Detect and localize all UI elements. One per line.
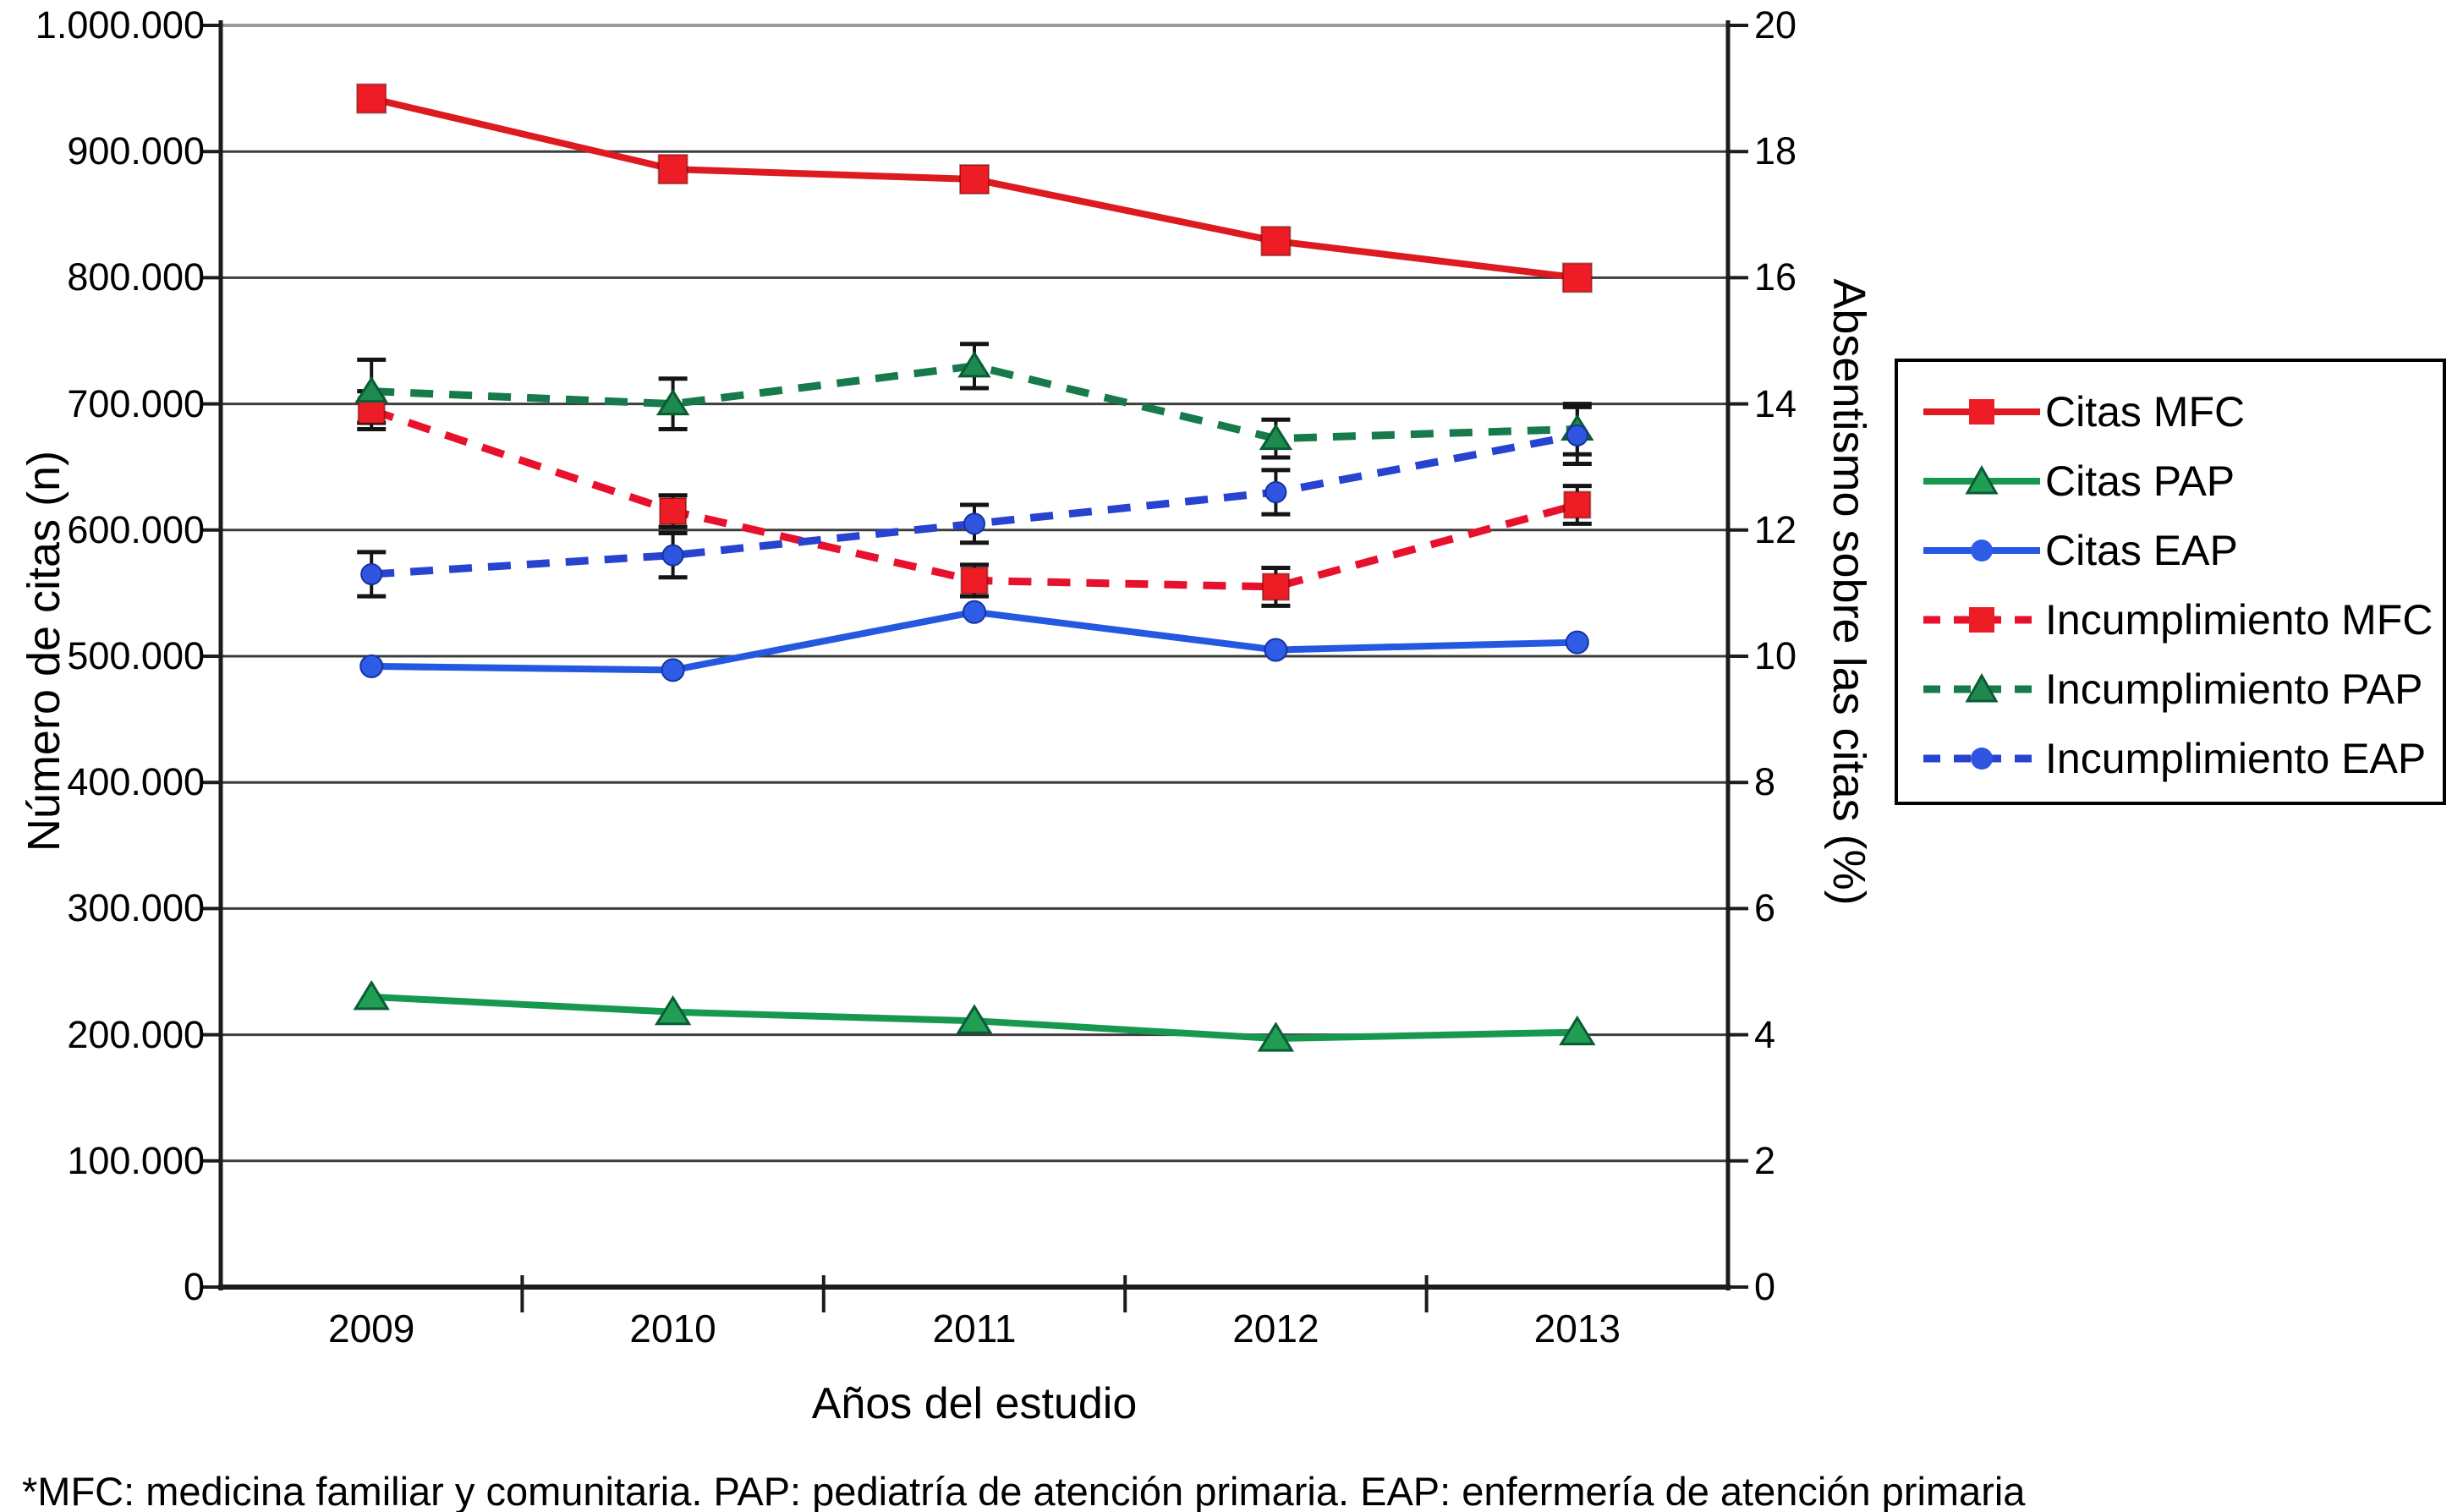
marker-square-citas-mfc [1561,262,1593,293]
left-tick-label: 400.000 [67,760,205,804]
x-tick-label: 2010 [629,1307,716,1350]
legend-label: Citas EAP [2045,527,2238,574]
x-tick-label: 2011 [932,1307,1017,1350]
marker-triangle-incumplimiento-pap [354,375,388,403]
marker-circle-incumplimiento-eap [661,544,684,567]
legend-label: Incumplimiento PAP [2045,666,2423,713]
marker-triangle-incumplimiento-pap [656,388,690,416]
legend: Citas MFC Citas PAP Citas EAP Incumplimient… [1895,359,2446,805]
x-axis-title: Años del estudio [811,1379,1138,1428]
legend-label: Citas PAP [2045,457,2235,505]
marker-triangle-incumplimiento-pap [1259,423,1293,451]
right-axis-title: Absentismo sobre las citas (%) [1824,278,1874,906]
legend-item: Citas EAP [1918,516,2443,585]
x-tick-label: 2013 [1533,1307,1621,1350]
legend-sample-dashed-circle [1923,748,2040,770]
marker-square-incumplimiento-mfc [1563,490,1592,519]
marker-square-incumplimiento-mfc [659,496,688,525]
left-tick-label: 0 [183,1265,205,1308]
footnote: *MFC: medicina familiar y comunitaria. P… [22,1469,2026,1512]
legend-label: Incumplimiento EAP [2045,735,2427,782]
marker-circle-incumplimiento-eap [360,563,383,586]
right-tick-label: 12 [1754,507,1797,551]
right-tick-label: 6 [1754,886,1776,930]
marker-square-citas-mfc [657,154,688,185]
marker-triangle-incumplimiento-pap [957,351,991,378]
marker-circle-citas-eap [359,654,384,678]
left-tick-label: 500.000 [67,634,205,677]
legend-sample-dashed-triangle [1923,672,2040,703]
right-tick-label: 10 [1754,634,1797,677]
marker-triangle-citas-pap [956,1004,993,1034]
right-tick-label: 16 [1754,255,1797,299]
legend-item: Incumplimiento PAP [1918,655,2443,724]
x-tick-label: 2009 [328,1307,415,1350]
marker-circle-incumplimiento-eap [963,512,985,535]
legend-sample-solid-circle [1923,540,2040,562]
legend-item: Incumplimiento MFC [1918,585,2443,655]
left-tick-label: 900.000 [67,129,205,173]
right-tick-label: 8 [1754,760,1776,804]
marker-triangle-citas-pap [1257,1022,1295,1052]
left-tick-label: 300.000 [67,886,205,930]
marker-circle-citas-eap [1264,638,1288,662]
marker-triangle-citas-pap [1559,1015,1596,1046]
left-tick-label: 600.000 [67,507,205,551]
marker-square-citas-mfc [959,164,990,195]
left-tick-label: 100.000 [67,1138,205,1182]
x-tick-label: 2012 [1232,1307,1319,1350]
series-line-incumplimiento-mfc [370,406,1578,591]
left-tick-label: 800.000 [67,255,205,299]
legend-sample-dashed-square [1923,607,2040,633]
legend-label: Citas MFC [2045,388,2246,436]
left-tick-label: 700.000 [67,381,205,425]
marker-square-citas-mfc [356,83,387,114]
left-tick-label: 1.000.000 [35,3,205,47]
marker-triangle-citas-pap [353,979,390,1011]
legend-sample-solid-square [1923,399,2040,425]
marker-circle-incumplimiento-eap [1566,424,1588,446]
marker-square-incumplimiento-mfc [1261,572,1290,601]
legend-item: Citas MFC [1918,377,2443,446]
marker-square-incumplimiento-mfc [960,566,989,594]
legend-sample-solid-triangle [1923,464,2040,495]
right-tick-label: 14 [1754,381,1797,425]
left-tick-label: 200.000 [67,1012,205,1056]
marker-triangle-citas-pap [654,994,692,1026]
marker-circle-citas-eap [661,658,685,682]
right-tick-label: 20 [1754,3,1797,47]
marker-circle-incumplimiento-eap [1264,481,1287,504]
legend-item: Citas PAP [1918,446,2443,516]
right-tick-label: 2 [1754,1138,1776,1182]
right-tick-label: 4 [1754,1012,1776,1056]
marker-circle-citas-eap [1565,630,1589,655]
right-tick-label: 0 [1754,1265,1776,1308]
legend-item: Incumplimiento EAP [1918,724,2443,793]
marker-square-citas-mfc [1260,226,1292,257]
legend-label: Incumplimiento MFC [2045,596,2433,644]
marker-circle-citas-eap [963,600,986,624]
right-tick-label: 18 [1754,129,1797,173]
